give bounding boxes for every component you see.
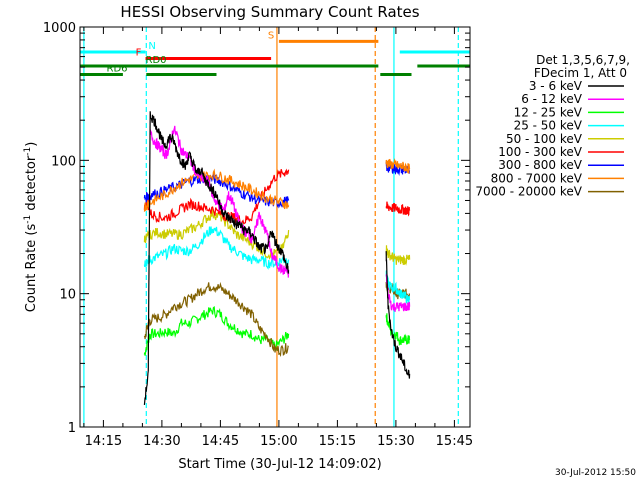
y-axis-label-part: Count Rate (s: [24, 224, 39, 313]
legend-label: 300 - 800 keV: [498, 158, 582, 172]
axes: 14:15 14:30 14:45 15:00 15:15 15:30 15:45 1 10 10…: [43, 21, 473, 449]
y-axis-label-sup: -1: [23, 147, 33, 156]
series-line-post-gap: [385, 313, 411, 346]
state-bar-label: N: [148, 41, 155, 52]
plot-area: N S F RD0 RD6: [80, 27, 470, 427]
legend-label: 3 - 6 keV: [529, 79, 583, 93]
series-line-post-gap: [385, 270, 411, 304]
series-line: [143, 281, 289, 357]
x-tick-label: 14:45: [202, 434, 239, 449]
legend-label: 6 - 12 keV: [521, 92, 583, 106]
series-line: [143, 111, 290, 405]
y-axis-label: Count Rate (s-1 detector-1): [23, 142, 39, 313]
series-line-post-gap: [385, 274, 411, 312]
series-line-post-gap: [385, 158, 411, 174]
state-bar-label: RD6: [107, 64, 128, 75]
series-line-post-gap: [385, 245, 411, 266]
series-line-post-gap: [385, 201, 411, 217]
y-axis-label-part: ): [24, 142, 39, 147]
legend-label: 100 - 300 keV: [498, 145, 582, 159]
y-tick-label: 10: [59, 288, 76, 303]
legend-label: 7000 - 20000 keV: [475, 185, 582, 199]
state-bar-label: RD0: [146, 55, 167, 66]
y-tick-label: 1: [68, 421, 76, 436]
legend-header-detectors: Det 1,3,5,6,7,9,: [536, 53, 630, 67]
legend-label: 50 - 100 keV: [506, 132, 583, 146]
y-axis-label-part: detector: [24, 155, 39, 215]
series-line: [143, 305, 290, 356]
chart-title: HESSI Observing Summary Count Rates: [120, 3, 419, 21]
series-line: [143, 226, 290, 270]
legend-label: 12 - 25 keV: [514, 105, 583, 119]
legend-label: 25 - 50 keV: [514, 119, 583, 133]
series-line-post-gap: [385, 251, 411, 379]
x-tick-label: 15:00: [260, 434, 297, 449]
y-tick-label: 1000: [43, 21, 76, 36]
x-tick-label: 14:15: [85, 434, 122, 449]
timestamp: 30-Jul-2012 15:50: [555, 468, 636, 478]
x-tick-label: 15:15: [319, 434, 356, 449]
legend-label: 800 - 7000 keV: [491, 171, 583, 185]
y-axis-label-sup: -1: [23, 215, 33, 224]
plot-frame: [79, 26, 471, 428]
y-tick-label: 100: [51, 154, 76, 169]
legend-header-fdecim: FDecim 1, Att 0: [534, 66, 627, 80]
series-line: [143, 168, 290, 226]
x-tick-label: 15:45: [436, 434, 473, 449]
x-axis-label: Start Time (30-Jul-12 14:09:02): [178, 457, 381, 472]
x-tick-label: 14:30: [143, 434, 180, 449]
state-bar-label: F: [136, 48, 142, 59]
state-bar-label: S: [268, 30, 274, 41]
legend: Det 1,3,5,6,7,9, FDecim 1, Att 0 3 - 6 k…: [475, 53, 630, 199]
x-tick-label: 15:30: [377, 434, 414, 449]
series-line: [143, 168, 290, 212]
series-line: [149, 125, 290, 278]
